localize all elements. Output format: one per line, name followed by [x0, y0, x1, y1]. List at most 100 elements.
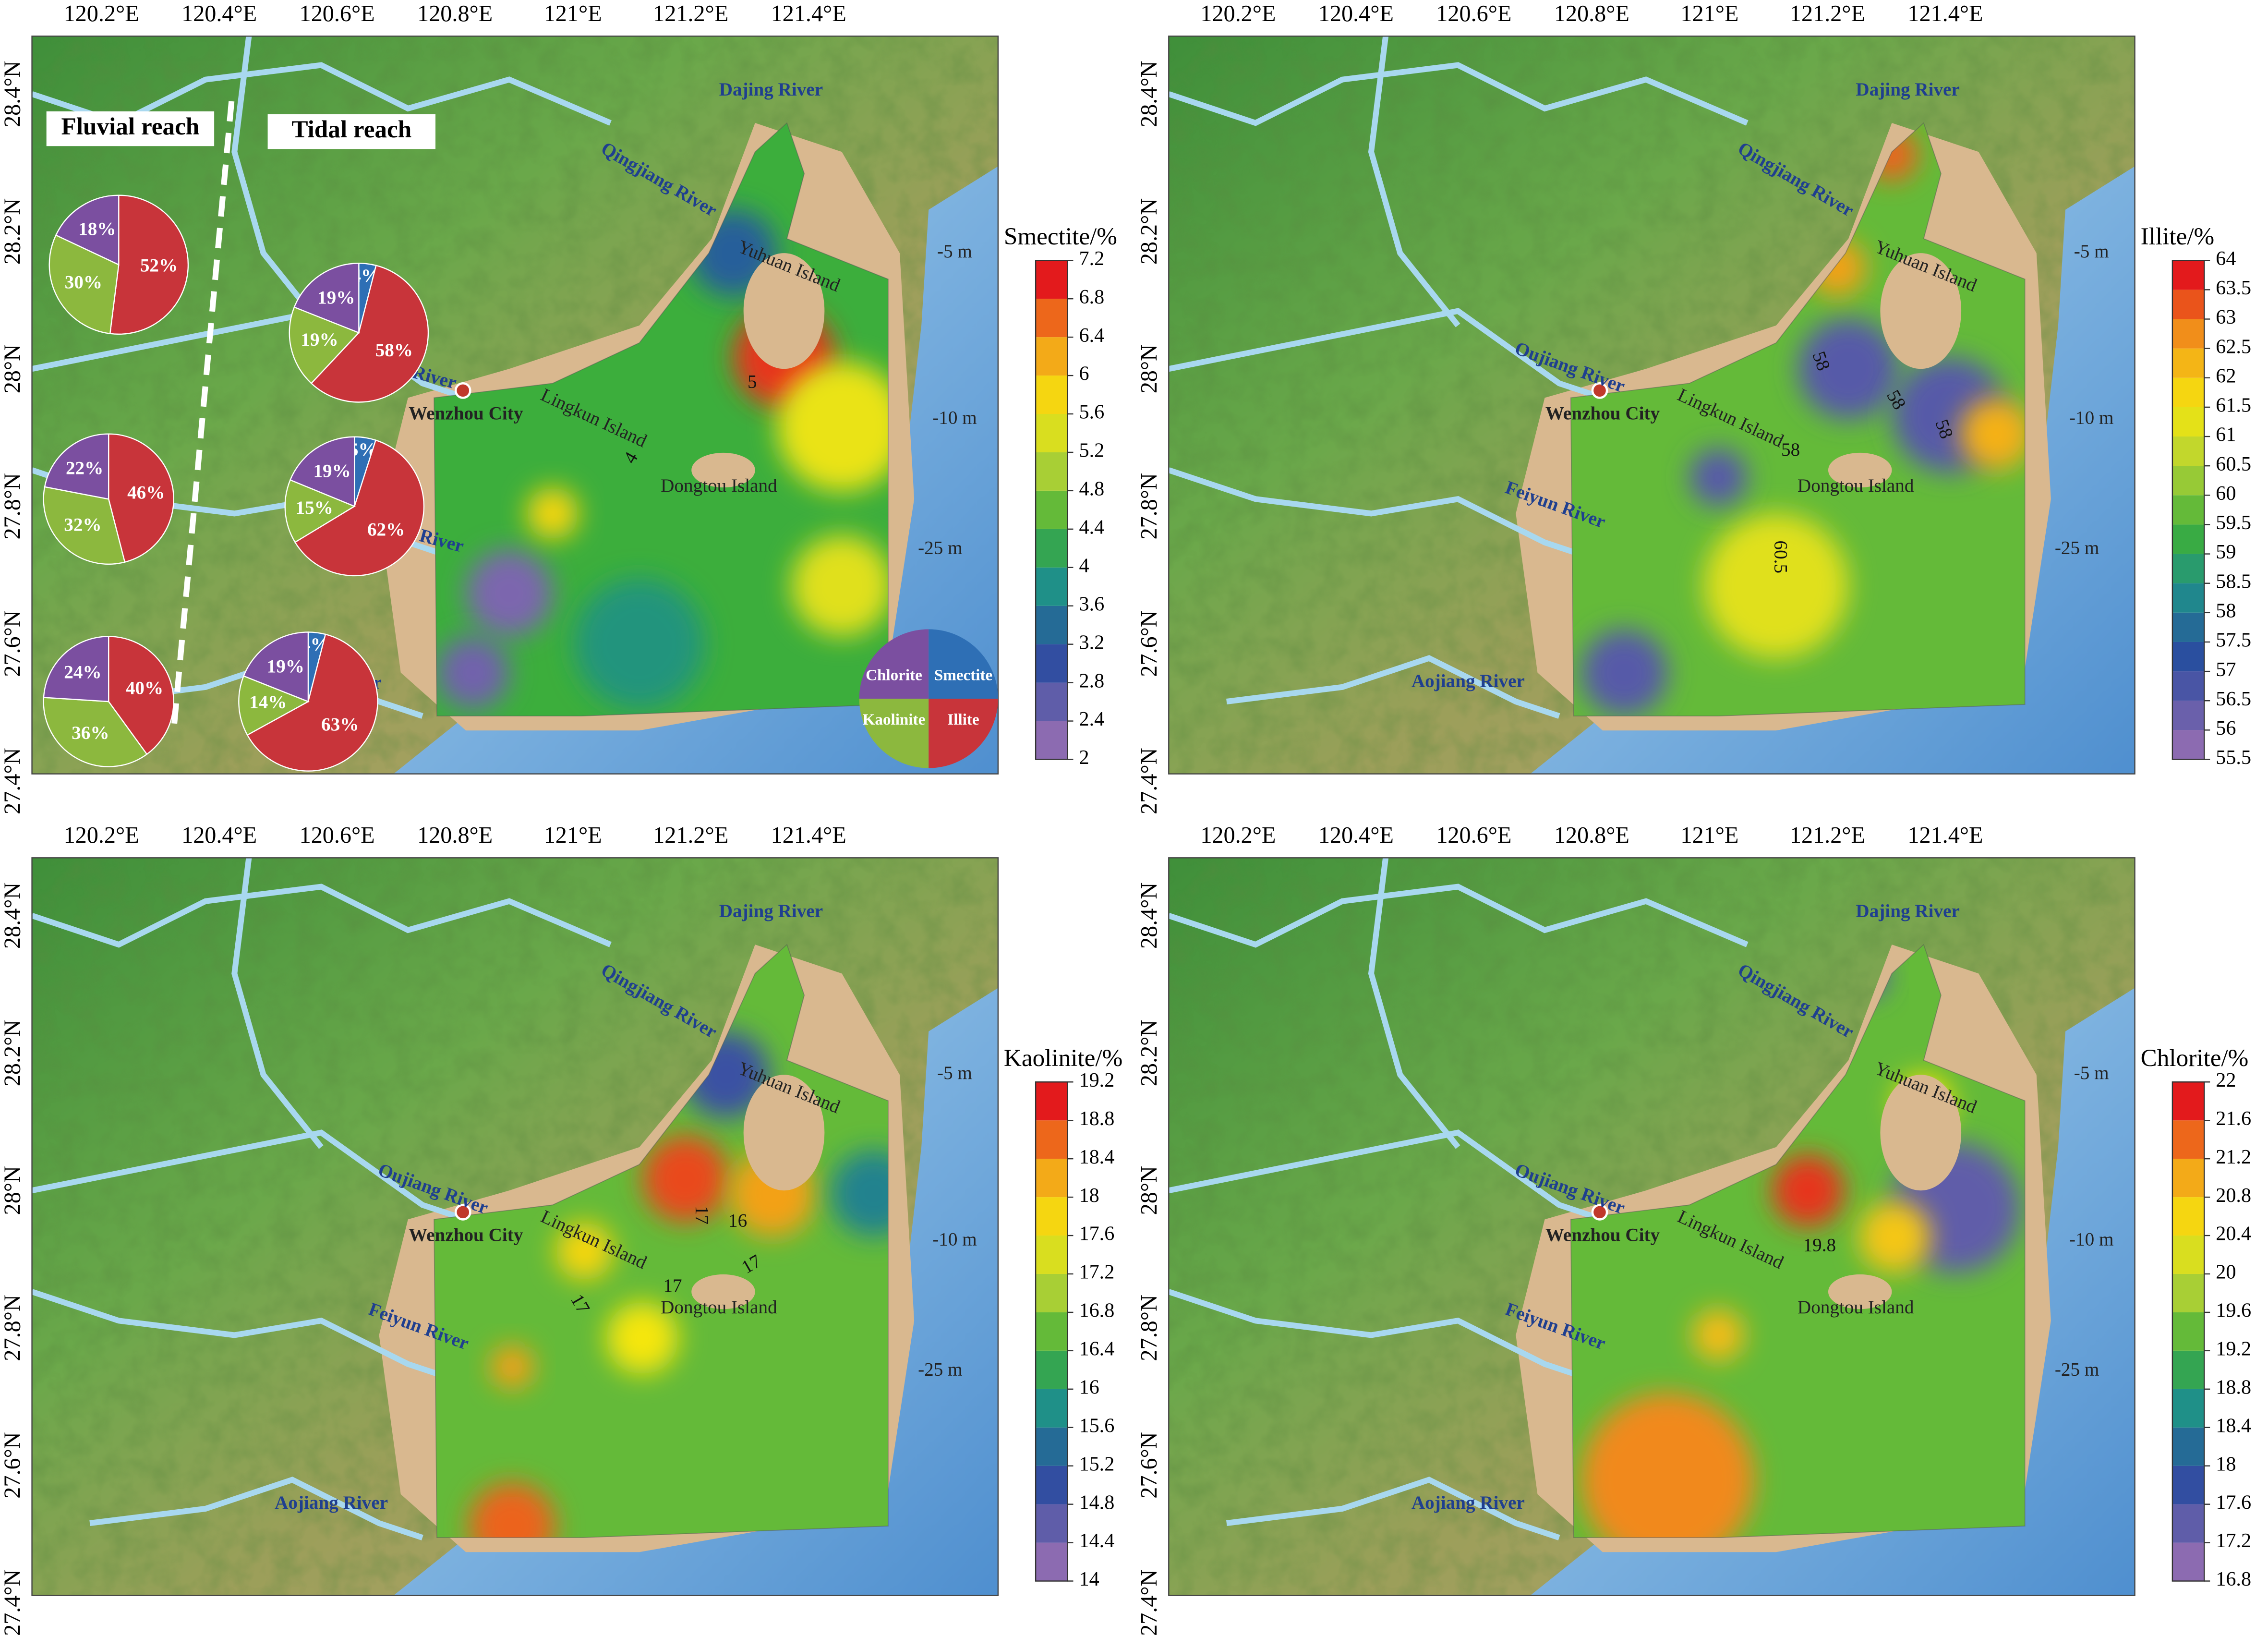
surface-anomaly — [1798, 318, 1899, 420]
colorbar-band — [1036, 1312, 1068, 1351]
legend-label: Illite — [947, 711, 979, 728]
map-panel: 120.2°E 120.4°E 120.6°E 120.8°E 121°E 121.2°E… — [1136, 823, 2251, 1636]
longitude-label: 120.2°E — [1200, 823, 1276, 848]
surface-anomaly — [776, 362, 888, 492]
composition-pie: 4%63%14%19% — [238, 631, 378, 772]
island — [691, 452, 755, 488]
surface-anomaly — [526, 487, 579, 540]
latitude-label: 28.4°N — [0, 883, 25, 949]
colorbar-band — [2172, 1312, 2205, 1351]
longitude-label: 121.2°E — [653, 823, 728, 848]
place-label: Dajing River — [719, 901, 823, 921]
colorbar-tick-label: 3.2 — [1079, 631, 1105, 654]
colorbar-tick-label: 2 — [1079, 746, 1089, 769]
latitude-label: 28.4°N — [0, 61, 25, 127]
legend-label: Smectite — [934, 666, 992, 684]
colorbar-tick-label: 6.4 — [1079, 324, 1105, 347]
latitude-label: 28.4°N — [1136, 61, 1162, 127]
island — [1828, 452, 1892, 488]
pie-label: 36% — [72, 723, 109, 743]
pie-slice — [108, 433, 174, 563]
place-label: -10 m — [2069, 408, 2113, 428]
pie-slice — [43, 697, 148, 767]
colorbar-tick-label: 18.8 — [2216, 1376, 2251, 1398]
colorbar-frame — [2171, 1081, 2205, 1582]
colorbar-band — [1036, 1120, 1068, 1159]
place-label: -25 m — [2055, 1359, 2099, 1380]
colorbar-title: Kaolinite/% — [1004, 1044, 1122, 1072]
place-label: Dongtou Island — [1798, 475, 1914, 496]
river — [32, 1129, 467, 1223]
colorbar-tick-label: 59 — [2216, 541, 2236, 563]
place-label: Aojiang River — [1411, 1492, 1525, 1513]
longitude-label: 120.2°E — [64, 823, 139, 848]
latitude-label: 27.8°N — [1136, 473, 1162, 539]
sea — [1530, 166, 2135, 774]
colorbar-band — [2172, 290, 2205, 319]
latitude-label: 27.8°N — [1136, 1295, 1162, 1361]
colorbar-tick-label: 17.6 — [2216, 1491, 2251, 1514]
latitude-label: 28.4°N — [1136, 883, 1162, 949]
colorbar-tick-label: 62.5 — [2216, 335, 2251, 358]
latitude-label: 27.6°N — [1136, 610, 1162, 677]
composition-pie: 5%62%15%19% — [284, 436, 425, 577]
colorbar-band — [1036, 1389, 1068, 1428]
colorbar-band — [2172, 524, 2205, 554]
latitude-label: 27.4°N — [0, 1570, 25, 1636]
contour-label: 16 — [728, 1210, 747, 1231]
colorbar-tick-label: 18.8 — [1079, 1107, 1115, 1130]
river — [231, 858, 324, 1149]
colorbar-tick-label: 21.6 — [2216, 1107, 2251, 1130]
surface-anomaly — [1858, 1200, 1931, 1273]
colorbar-tick-label: 61 — [2216, 424, 2236, 446]
colorbar-band — [1036, 1427, 1068, 1466]
longitude-label: 121°E — [544, 1, 602, 26]
city-marker — [454, 382, 471, 399]
map-area — [32, 36, 998, 774]
colorbar-tick-label: 59.5 — [2216, 511, 2251, 534]
surface-outline — [1570, 944, 2026, 1539]
surface-anomaly — [466, 549, 553, 637]
colorbar-frame — [1035, 1081, 1068, 1582]
pie-slice — [310, 265, 429, 403]
colorbar-band — [1036, 682, 1068, 721]
longitude-label: 121°E — [1680, 1, 1738, 26]
latitude-label: 28.2°N — [0, 198, 25, 265]
colorbar-band — [1036, 1236, 1068, 1274]
longitude-label: 120.8°E — [417, 823, 493, 848]
contour-label: 17 — [663, 1275, 682, 1296]
colorbar-band — [2172, 466, 2205, 496]
colorbar-tick-label: 4.4 — [1079, 516, 1105, 539]
place-label: Dajing River — [719, 79, 823, 100]
colorbar-band — [1036, 1466, 1068, 1504]
colorbar-band — [2172, 730, 2205, 760]
surface-anomaly — [555, 1222, 614, 1280]
island — [1828, 1274, 1892, 1309]
colorbar-band — [1036, 721, 1068, 760]
surface-anomaly — [1689, 448, 1748, 507]
map-frame — [31, 857, 999, 1596]
surface-anomaly — [1960, 398, 2025, 471]
place-label: Dongtou Island — [661, 475, 777, 496]
longitude-label: 121°E — [544, 823, 602, 848]
colorbar-tick-label: 56 — [2216, 717, 2236, 739]
river — [231, 36, 324, 327]
pie-label: 19% — [301, 329, 338, 350]
pie-label: 19% — [313, 461, 350, 482]
longitude-label: 121°E — [1680, 823, 1738, 848]
pie-slice — [55, 194, 120, 266]
latitude-label: 28.2°N — [1136, 198, 1162, 265]
longitude-label: 121.2°E — [1790, 1, 1865, 26]
colorbar-band — [2172, 671, 2205, 701]
river — [1169, 1289, 1589, 1382]
surface-anomaly — [791, 535, 888, 637]
colorbar-tick-label: 58 — [2216, 600, 2236, 622]
colorbar-tick-label: 15.6 — [1079, 1414, 1115, 1437]
colorbar-tick-label: 56.5 — [2216, 688, 2251, 710]
colorbar-band — [1036, 490, 1068, 529]
longitude-label: 121.2°E — [1790, 823, 1865, 848]
colorbar-band — [1036, 337, 1068, 376]
surface-anomaly — [1580, 1393, 1755, 1538]
colorbar-band — [2172, 583, 2205, 613]
